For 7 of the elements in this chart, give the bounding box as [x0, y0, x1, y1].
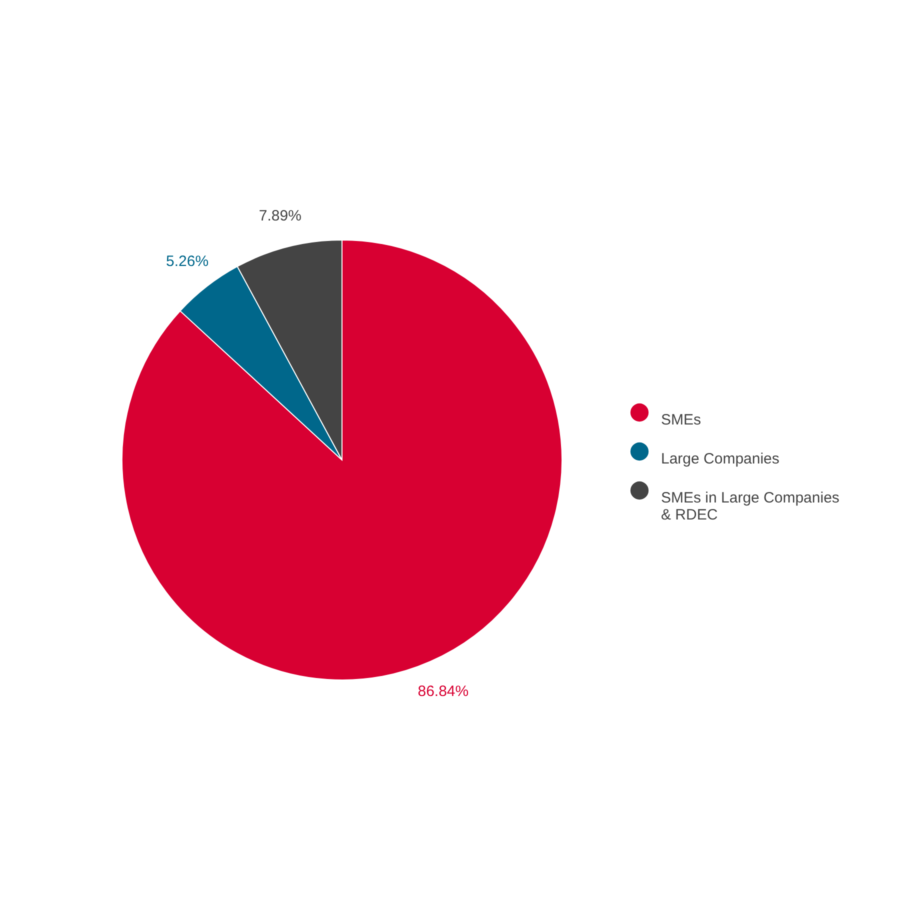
data-label: 7.89%: [258, 208, 302, 225]
data-label: 86.84%: [418, 682, 469, 700]
legend-label: SMEs in Large Companies & RDEC: [661, 490, 840, 524]
data-label: 5.26%: [166, 253, 209, 270]
legend-label: Large Companies: [661, 450, 780, 468]
legend-label: SMEs: [661, 412, 702, 428]
pie-slice: [122, 240, 562, 680]
